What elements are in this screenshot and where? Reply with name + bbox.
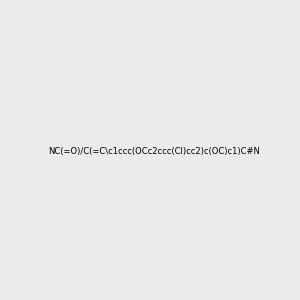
- Text: NC(=O)/C(=C\c1ccc(OCc2ccc(Cl)cc2)c(OC)c1)C#N: NC(=O)/C(=C\c1ccc(OCc2ccc(Cl)cc2)c(OC)c1…: [48, 147, 260, 156]
